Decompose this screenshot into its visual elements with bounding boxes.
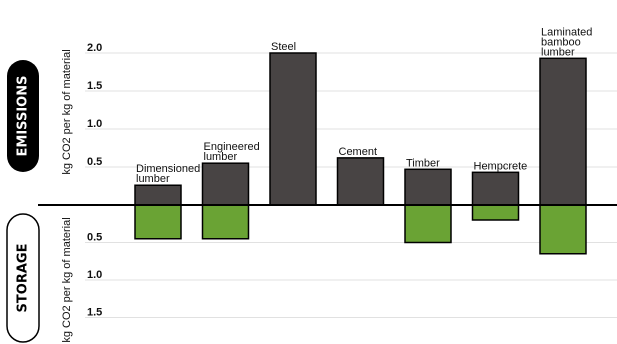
storage-bar [471,204,520,221]
category-label-line: lumber [204,151,238,163]
storage-axis-label: kg CO2 per kg of material [61,217,73,342]
storage-bar [201,204,250,240]
storage-pill: STORAGE [6,213,40,343]
storage-bar [404,204,452,244]
category-label: Hempcrete [474,160,528,172]
category-label-line: bamboo [541,36,581,48]
category-label-line: Timber [406,157,440,169]
emissions-pill-label: EMISSIONS [16,76,31,157]
category-label: Laminated bamboo lumber [541,26,592,58]
storage-pill-label: STORAGE [16,244,31,313]
category-label: Dimensioned lumber [136,163,200,185]
storage-tick-label: 0.5 [87,232,102,244]
bars [134,52,587,255]
category-label-line: Hempcrete [474,160,528,172]
category-label-line: Cement [339,146,378,158]
emissions-tick-label: 0.5 [87,156,102,168]
emissions-bar [134,184,182,206]
category-label: Steel [271,41,296,53]
emissions-tick-label: 1.0 [87,118,102,130]
emissions-tick-label: 1.5 [87,80,102,92]
category-label: Engineered lumber [204,141,260,163]
storage-tick-label: 1.0 [87,269,102,281]
emissions-bar [539,57,587,206]
emissions-bar [201,162,250,206]
gridlines [85,52,617,318]
category-label-line: Dimensioned [136,163,200,175]
category-label-line: Engineered [204,141,260,153]
emissions-bar [404,168,452,206]
category-label-line: Laminated [541,26,592,38]
emissions-tick-label: 2.0 [87,42,102,54]
category-label-line: lumber [136,173,170,185]
category-label-line: lumber [541,46,575,58]
emissions-pill: EMISSIONS [7,60,39,172]
storage-bar [134,204,182,240]
storage-bar [539,204,587,255]
emissions-bar [269,52,317,206]
storage-tick-label: 1.5 [87,307,102,319]
category-label-line: Steel [271,41,296,53]
emissions-bar [336,157,385,206]
emissions-bar [471,171,520,206]
category-label: Timber [406,157,440,169]
category-label: Cement [339,146,378,158]
tick-labels: 0.5 1.0 1.5 2.0 0.5 1.0 1.5 [87,42,102,319]
emissions-axis-label: kg CO2 per kg of material [61,49,73,174]
